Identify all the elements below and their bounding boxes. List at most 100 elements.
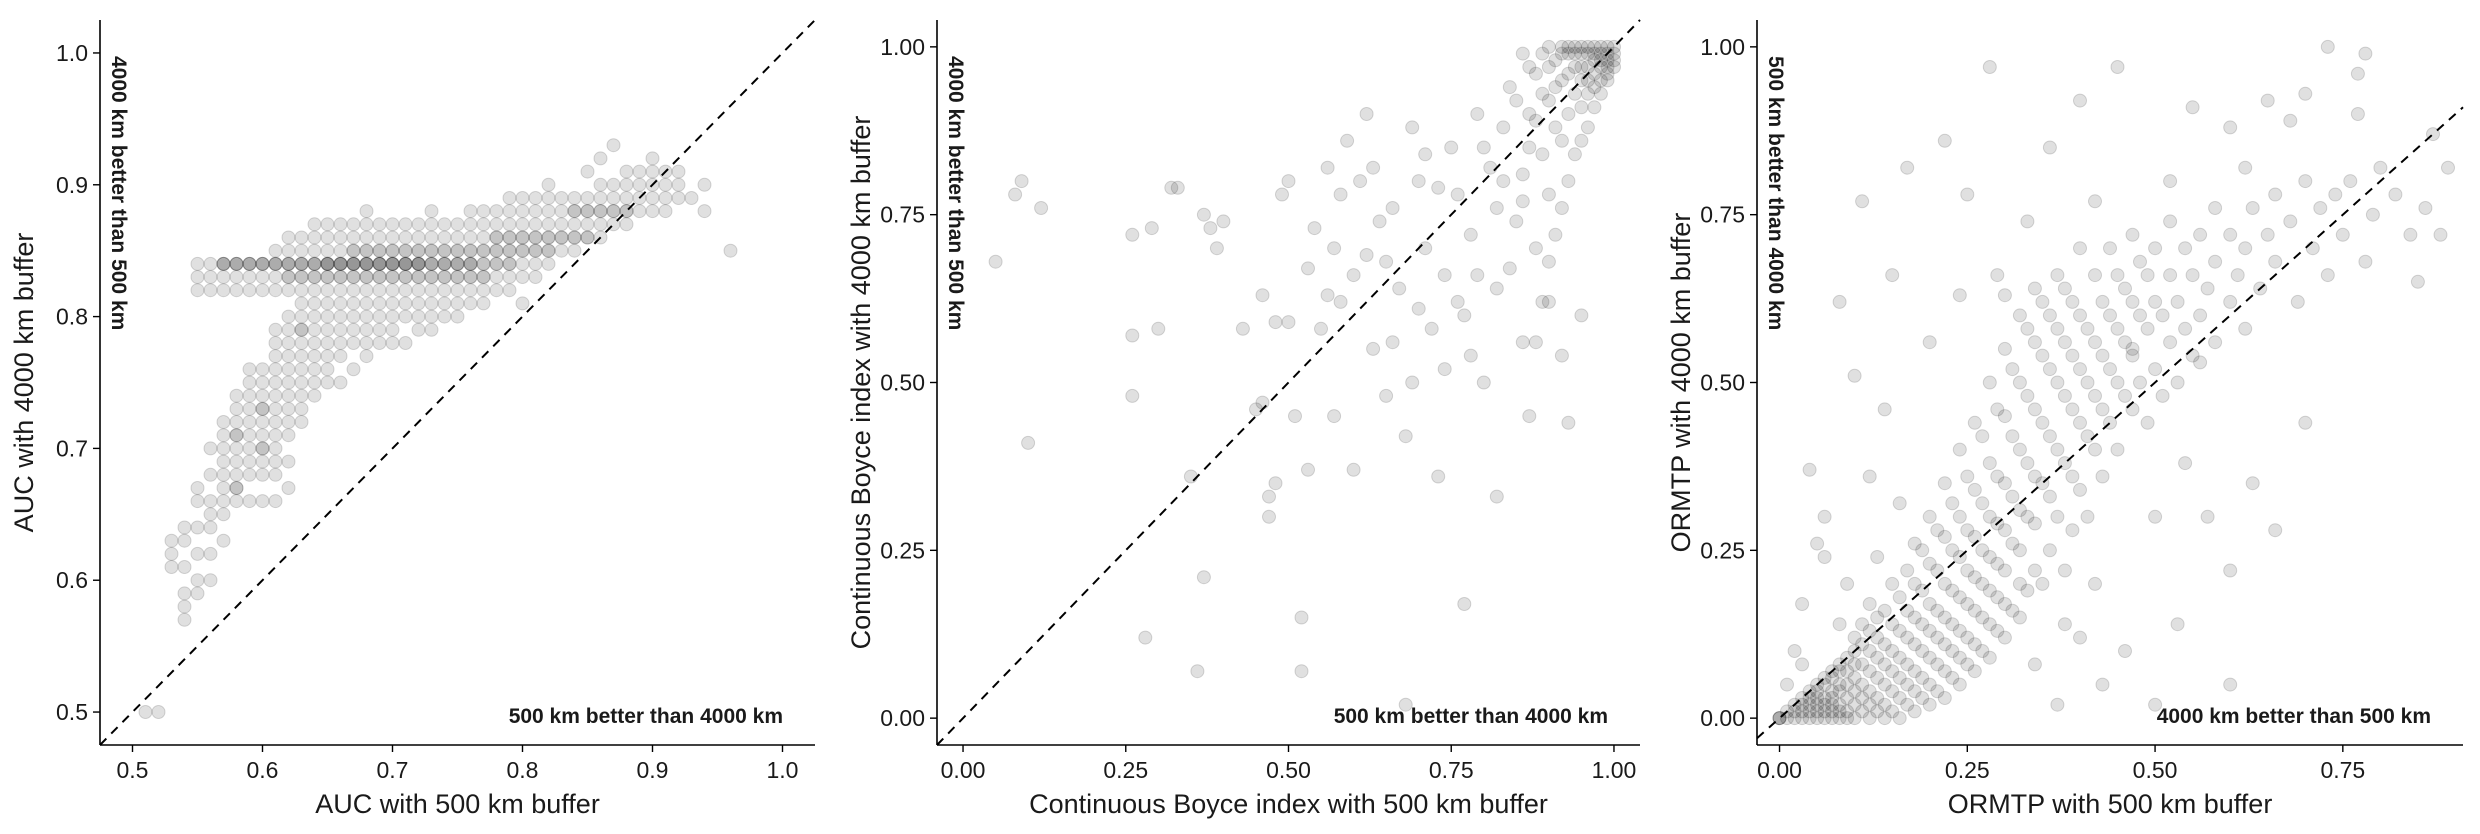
auc-point: [216, 283, 231, 298]
auc-point: [515, 270, 530, 284]
ormtp-point: [2042, 308, 2057, 323]
ormtp-point: [1810, 697, 1825, 712]
auc-point: [437, 243, 452, 258]
auc-point: [424, 322, 439, 337]
ormtp-point: [2065, 402, 2080, 417]
auc-point: [645, 191, 660, 205]
ormtp-point: [2012, 442, 2027, 457]
ormtp-point: [2088, 194, 2102, 209]
ormtp-point: [2238, 241, 2253, 256]
auc-point: [541, 177, 556, 192]
ormtp-point: [1817, 691, 1832, 705]
ormtp-point: [1975, 429, 1990, 444]
auc-panel: 0.5 0.6 0.7 0.8 0.9 1.0 0.5 0.6 0.7 0.8 0.9 1.0 AU…: [9, 19, 816, 819]
ormtp-point: [2140, 415, 2155, 430]
ormtp-point: [1982, 617, 1997, 632]
ormtp-point: [2042, 140, 2057, 155]
auc-point: [476, 243, 491, 258]
ormtp-point: [1900, 160, 1915, 175]
ormtp-point: [2178, 321, 2193, 336]
boyce-point: [1196, 570, 1211, 585]
auc-point: [203, 256, 218, 271]
ormtp-point: [2388, 187, 2403, 202]
auc-point: [333, 283, 348, 298]
ormtp-point: [1915, 644, 1930, 658]
ormtp-point: [2042, 489, 2057, 504]
boyce-point: [1366, 341, 1381, 356]
boyce-x-ticks: 0.00 0.25 0.50 0.75 1.00: [941, 745, 1636, 783]
auc-point: [541, 230, 556, 245]
ormtp-point: [1877, 637, 1892, 652]
boyce-point: [1411, 301, 1426, 316]
auc-point: [281, 283, 296, 298]
auc-point: [255, 415, 270, 429]
auc-point: [333, 256, 348, 271]
auc-point: [359, 217, 374, 232]
auc-point: [398, 270, 413, 284]
ormtp-point: [2118, 644, 2132, 658]
boyce-point: [988, 254, 1003, 269]
auc-point: [385, 256, 400, 271]
auc-point: [320, 349, 335, 364]
auc-point: [450, 309, 465, 324]
auc-point: [294, 415, 309, 429]
ormtp-point: [1780, 677, 1794, 692]
auc-point: [268, 454, 283, 469]
auc-point: [164, 546, 179, 561]
auc-point: [385, 217, 400, 232]
auc-point: [242, 256, 257, 271]
auc-point: [333, 349, 348, 364]
auc-point: [333, 217, 348, 232]
ormtp-point: [1877, 603, 1892, 618]
auc-point: [463, 270, 478, 284]
auc-point: [333, 270, 348, 284]
auc-point: [255, 428, 270, 443]
ormtp-point: [1982, 650, 1997, 665]
auc-point: [242, 467, 257, 482]
boyce-point: [1483, 160, 1498, 175]
auc-point: [333, 375, 348, 390]
auc-point: [541, 204, 556, 219]
ormtp-point: [1900, 677, 1915, 692]
auc-point: [385, 336, 400, 350]
ormtp-point: [2005, 362, 2020, 377]
ormtp-point: [2328, 187, 2343, 202]
auc-point: [190, 283, 205, 298]
auc-point: [268, 415, 283, 429]
ormtp-point: [2193, 308, 2208, 323]
auc-point: [424, 270, 439, 284]
ormtp-point: [2095, 402, 2110, 417]
boyce-point: [1574, 60, 1589, 74]
ormtp-point: [2042, 429, 2057, 444]
auc-point: [372, 243, 387, 258]
boyce-x-tick-label: 0.50: [1266, 757, 1311, 783]
auc-point: [294, 230, 309, 245]
auc-point: [359, 256, 374, 271]
auc-point: [307, 256, 322, 271]
ormtp-point: [1840, 691, 1855, 705]
boyce-point: [1281, 315, 1296, 330]
boyce-point: [1528, 113, 1543, 128]
auc-point: [424, 309, 439, 324]
ormtp-point: [1847, 711, 1862, 726]
auc-point: [528, 243, 543, 258]
boyce-points: [988, 39, 1621, 712]
auc-point: [411, 270, 426, 284]
ormtp-point: [2260, 93, 2275, 108]
auc-point: [346, 243, 361, 258]
ormtp-point: [1802, 711, 1817, 726]
auc-point: [463, 243, 478, 258]
auc-upper-left-annotation: 4000 km better than 500 km: [107, 56, 130, 330]
boyce-point: [1314, 321, 1328, 336]
auc-point: [320, 256, 335, 271]
auc-point: [242, 375, 257, 390]
boyce-point: [1554, 73, 1569, 88]
ormtp-point: [2223, 294, 2238, 309]
boyce-point: [1587, 39, 1602, 54]
ormtp-y-tick-label: 1.00: [1700, 34, 1745, 60]
auc-point: [190, 270, 205, 284]
ormtp-point: [1990, 556, 2005, 571]
ormtp-point: [1982, 583, 1997, 598]
auc-point: [346, 296, 361, 311]
ormtp-point: [2073, 362, 2087, 377]
